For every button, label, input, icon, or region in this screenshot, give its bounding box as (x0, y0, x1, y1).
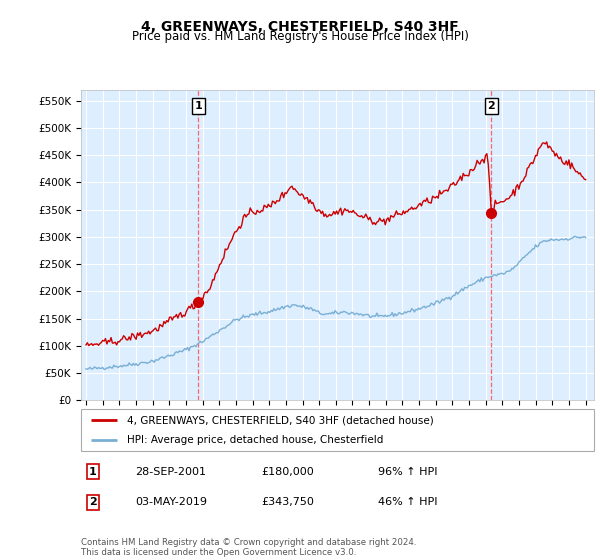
Text: 2: 2 (487, 101, 495, 111)
Text: 1: 1 (89, 466, 97, 477)
Text: 28-SEP-2001: 28-SEP-2001 (135, 466, 206, 477)
Text: £180,000: £180,000 (261, 466, 314, 477)
Text: 96% ↑ HPI: 96% ↑ HPI (378, 466, 437, 477)
Text: 2: 2 (89, 497, 97, 507)
Text: 46% ↑ HPI: 46% ↑ HPI (378, 497, 437, 507)
Text: Contains HM Land Registry data © Crown copyright and database right 2024.
This d: Contains HM Land Registry data © Crown c… (81, 538, 416, 557)
Text: 4, GREENWAYS, CHESTERFIELD, S40 3HF (detached house): 4, GREENWAYS, CHESTERFIELD, S40 3HF (det… (127, 415, 434, 425)
Text: HPI: Average price, detached house, Chesterfield: HPI: Average price, detached house, Ches… (127, 435, 383, 445)
Text: £343,750: £343,750 (261, 497, 314, 507)
Text: 4, GREENWAYS, CHESTERFIELD, S40 3HF: 4, GREENWAYS, CHESTERFIELD, S40 3HF (141, 20, 459, 34)
Text: 03-MAY-2019: 03-MAY-2019 (135, 497, 207, 507)
FancyBboxPatch shape (81, 409, 594, 451)
Text: Price paid vs. HM Land Registry's House Price Index (HPI): Price paid vs. HM Land Registry's House … (131, 30, 469, 43)
Text: 1: 1 (194, 101, 202, 111)
